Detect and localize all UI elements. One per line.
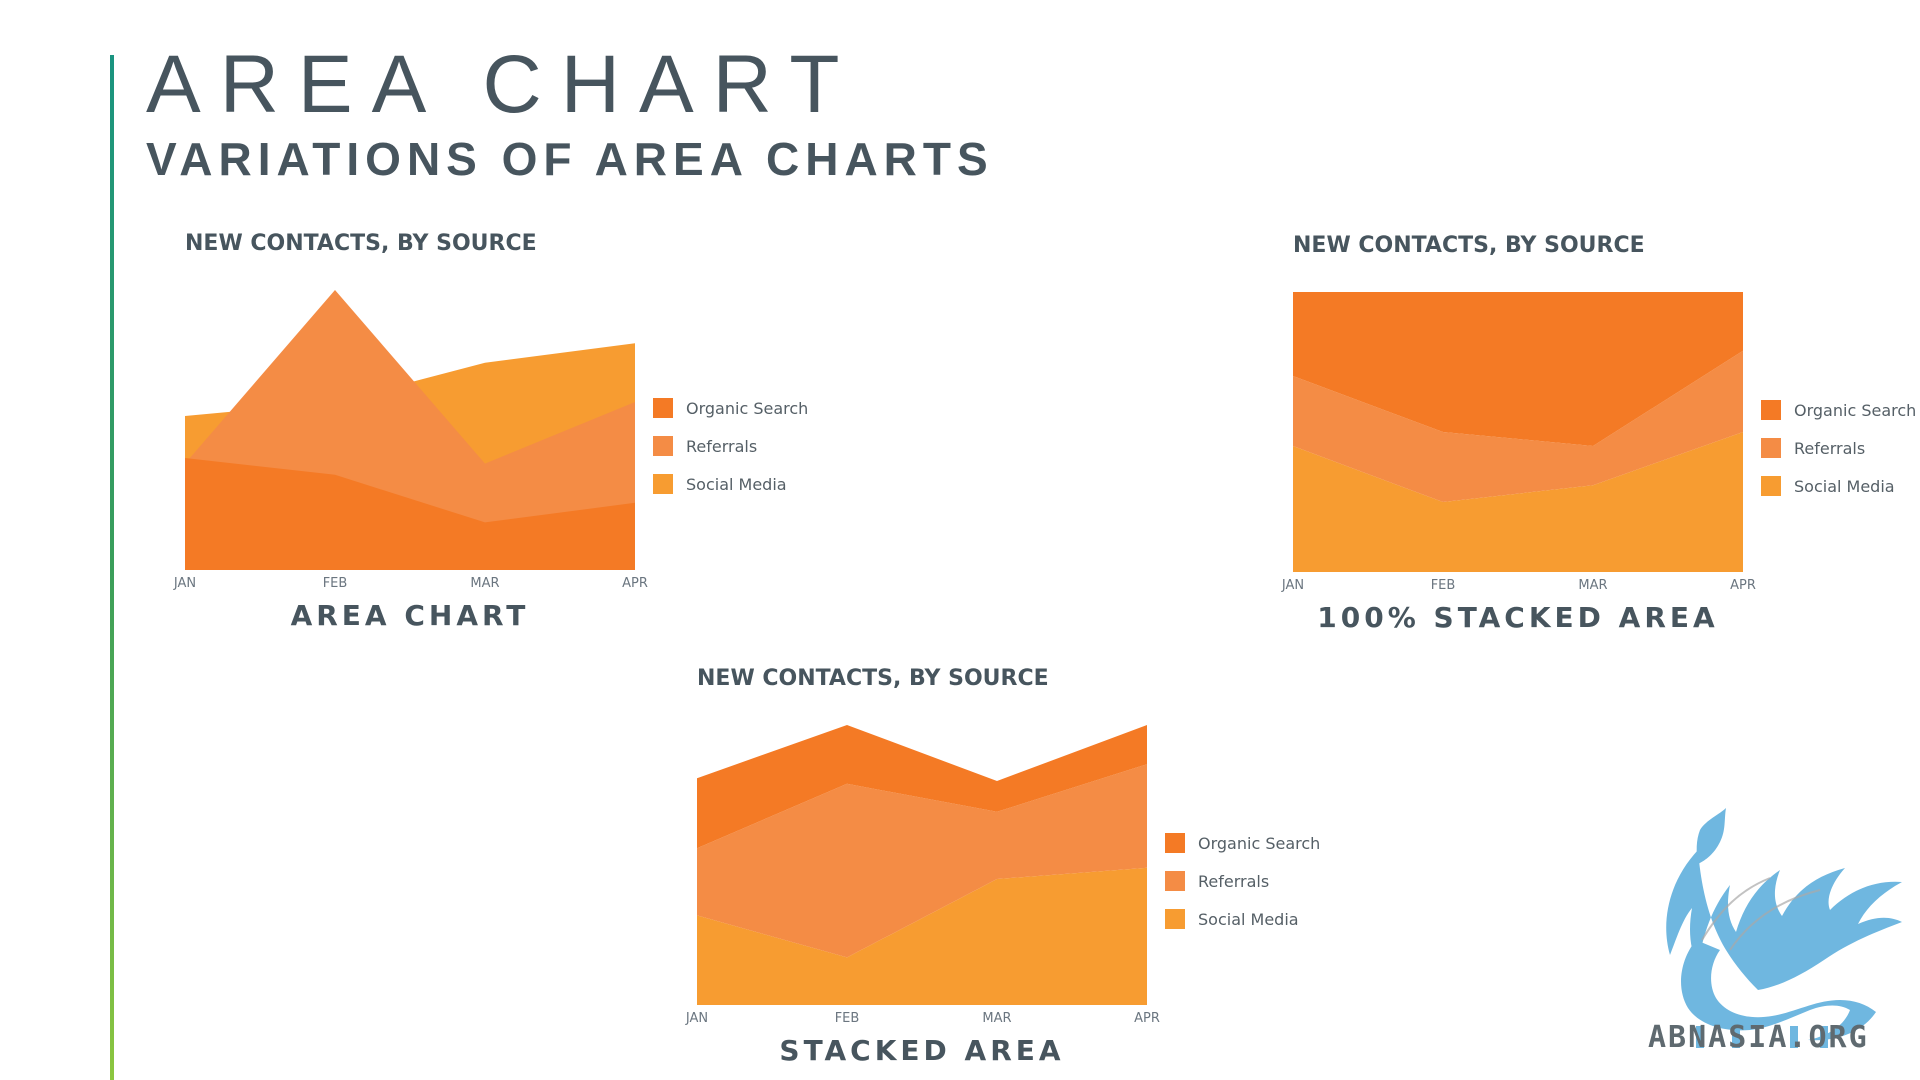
chart-heading: NEW CONTACTS, BY SOURCE bbox=[185, 231, 537, 256]
x-tick-label: MAR bbox=[1578, 578, 1607, 593]
legend-swatch-organic-search bbox=[1761, 400, 1781, 420]
chart-caption: STACKED AREA bbox=[779, 1034, 1064, 1067]
legend-label-referrals: Referrals bbox=[1794, 439, 1865, 458]
chart-heading: NEW CONTACTS, BY SOURCE bbox=[1293, 233, 1645, 258]
legend-label-organic-search: Organic Search bbox=[1198, 834, 1320, 853]
chart-caption: 100% STACKED AREA bbox=[1317, 601, 1718, 634]
legend-swatch-referrals bbox=[1761, 438, 1781, 458]
legend-swatch-referrals bbox=[1165, 871, 1185, 891]
area-chart-panel: NEW CONTACTS, BY SOURCE JAN FEB MAR APR AREA … bbox=[160, 220, 820, 630]
legend-swatch-organic-search bbox=[653, 398, 673, 418]
legend-label-organic-search: Organic Search bbox=[686, 399, 808, 418]
legend-label-social-media: Social Media bbox=[686, 475, 787, 494]
legend-swatch-social-media bbox=[653, 474, 673, 494]
x-tick-label: JAN bbox=[685, 1011, 708, 1026]
legend-swatch-referrals bbox=[653, 436, 673, 456]
percent-stacked-area-chart: NEW CONTACTS, BY SOURCE JAN FEB MAR APR 100% … bbox=[1268, 222, 1918, 632]
legend-label-social-media: Social Media bbox=[1794, 477, 1895, 496]
legend-swatch-social-media bbox=[1761, 476, 1781, 496]
percent-stacked-area-panel: NEW CONTACTS, BY SOURCE JAN FEB MAR APR 100% … bbox=[1268, 222, 1918, 632]
accent-bar bbox=[110, 55, 114, 1080]
watermark-text: ABNASIA.ORG bbox=[1648, 1020, 1869, 1055]
x-tick-label: FEB bbox=[835, 1011, 860, 1026]
x-tick-label: JAN bbox=[1281, 578, 1304, 593]
x-tick-label: APR bbox=[1134, 1011, 1160, 1026]
x-tick-label: APR bbox=[1730, 578, 1756, 593]
legend-swatch-organic-search bbox=[1165, 833, 1185, 853]
legend-label-referrals: Referrals bbox=[1198, 872, 1269, 891]
legend-label-social-media: Social Media bbox=[1198, 910, 1299, 929]
legend-swatch-social-media bbox=[1165, 909, 1185, 929]
chart-caption: AREA CHART bbox=[291, 599, 530, 632]
area-chart: NEW CONTACTS, BY SOURCE JAN FEB MAR APR AREA … bbox=[160, 220, 820, 630]
x-tick-label: MAR bbox=[470, 576, 499, 591]
slide-title: AREA CHART bbox=[146, 44, 859, 126]
stacked-area-panel: NEW CONTACTS, BY SOURCE JAN FEB MAR APR STACK… bbox=[672, 655, 1332, 1065]
x-tick-label: FEB bbox=[1431, 578, 1456, 593]
slide-subtitle: VARIATIONS OF AREA CHARTS bbox=[146, 136, 994, 182]
legend-label-referrals: Referrals bbox=[686, 437, 757, 456]
chart-heading: NEW CONTACTS, BY SOURCE bbox=[697, 666, 1049, 691]
x-tick-label: APR bbox=[622, 576, 648, 591]
x-tick-label: FEB bbox=[323, 576, 348, 591]
legend-label-organic-search: Organic Search bbox=[1794, 401, 1916, 420]
x-tick-label: JAN bbox=[173, 576, 196, 591]
x-tick-label: MAR bbox=[982, 1011, 1011, 1026]
stacked-area-chart: NEW CONTACTS, BY SOURCE JAN FEB MAR APR STACK… bbox=[672, 655, 1332, 1065]
